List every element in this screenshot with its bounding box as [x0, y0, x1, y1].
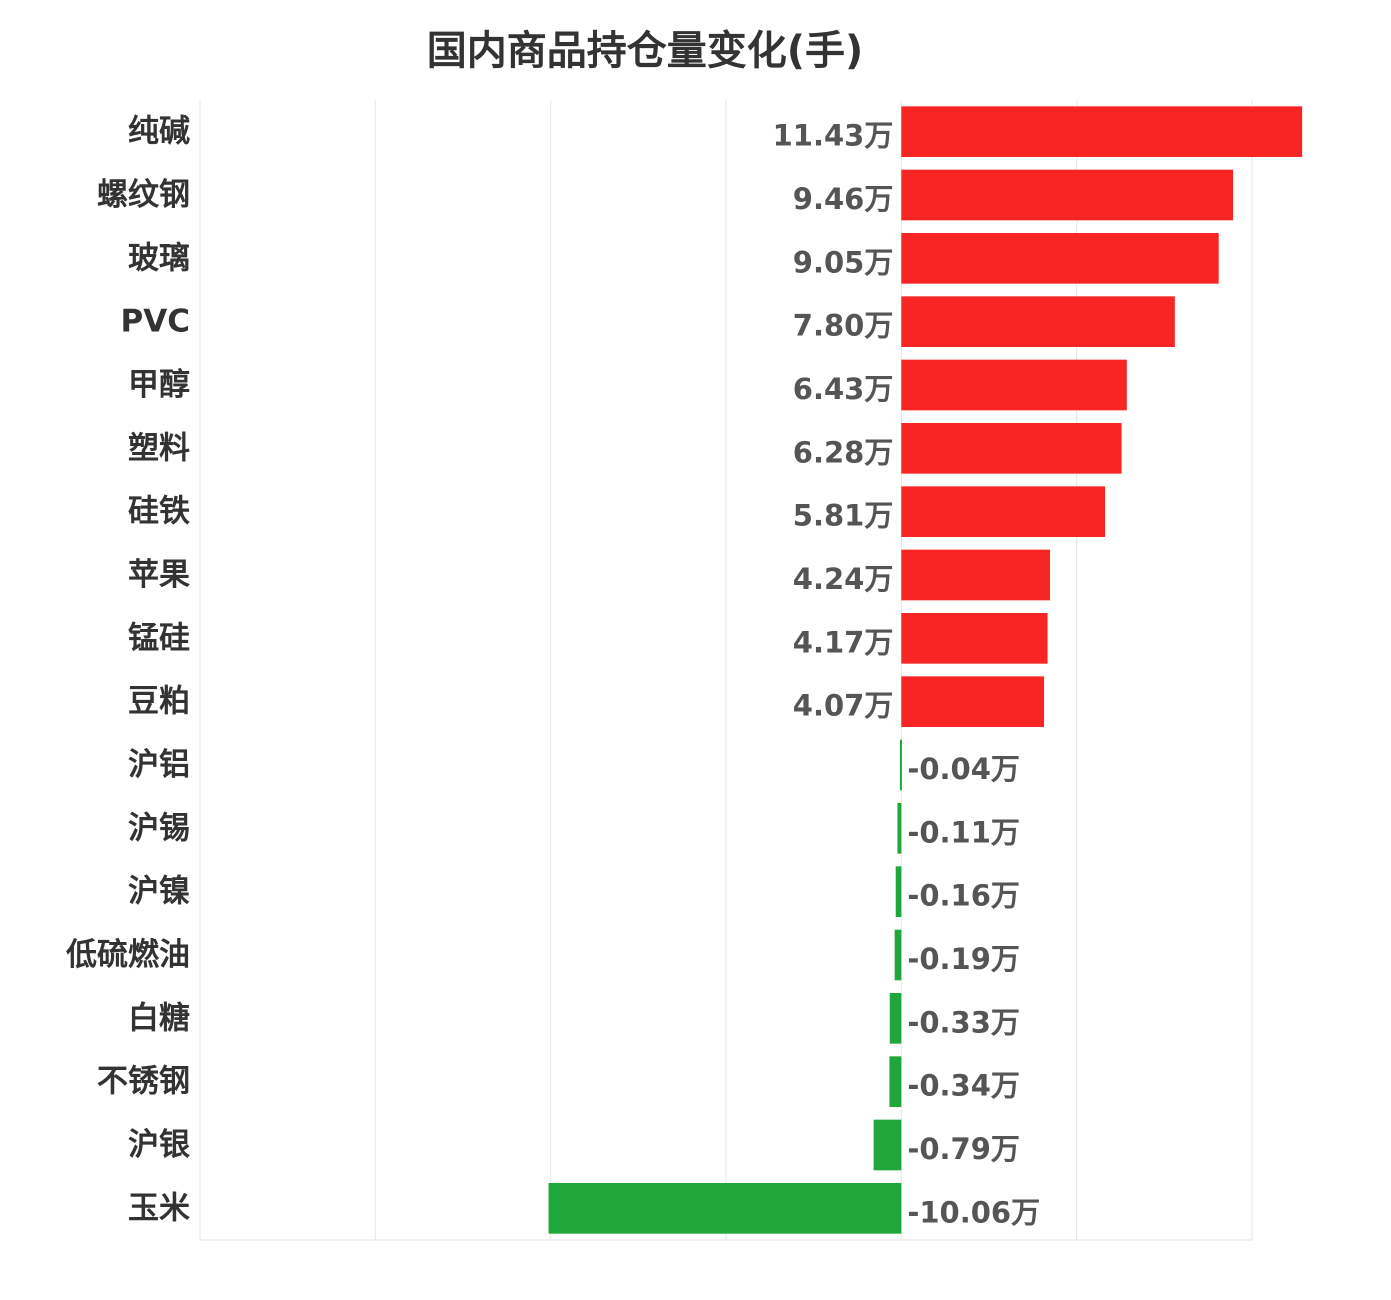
category-label: 玻璃: [128, 240, 190, 276]
bar: [873, 1119, 902, 1171]
value-label: 5.81万: [793, 499, 894, 533]
category-label: 玉米: [128, 1190, 190, 1226]
value-label: 6.28万: [793, 435, 894, 469]
category-label: 沪银: [128, 1127, 190, 1163]
value-label: 7.80万: [793, 309, 894, 343]
value-label: 11.43万: [773, 119, 894, 153]
value-labels: 11.43万 9.46万 9.05万 7.80万 6.43万 6.28万 5.81万 4.24…: [773, 119, 1041, 1230]
category-label: 低硫燃油: [65, 937, 190, 973]
grid-lines: [199, 100, 1253, 1241]
bar: [889, 1056, 902, 1107]
bar: [901, 169, 1234, 221]
category-label: 苹果: [128, 557, 190, 593]
value-label: 4.07万: [793, 689, 894, 723]
bar: [895, 866, 902, 917]
bar: [901, 676, 1045, 727]
value-label: -0.16万: [907, 879, 1020, 913]
value-label: -0.33万: [907, 1005, 1020, 1039]
category-label: 甲醇: [128, 367, 190, 403]
bars: [548, 106, 1303, 1234]
category-label: 豆粕: [128, 684, 190, 720]
bar: [901, 486, 1106, 537]
category-label: 锰硅: [128, 620, 190, 656]
category-label: 硅铁: [128, 494, 190, 530]
bar: [901, 233, 1219, 284]
value-label: 9.05万: [793, 245, 894, 279]
category-label: 塑料: [128, 430, 190, 466]
value-label: -0.19万: [907, 942, 1020, 976]
bar: [901, 106, 1303, 157]
bar: [901, 549, 1051, 601]
bar: [899, 739, 902, 791]
value-label: -10.06万: [907, 1195, 1040, 1229]
value-label: 6.43万: [793, 372, 894, 406]
category-label: 沪锡: [128, 810, 190, 846]
value-label: -0.04万: [907, 752, 1020, 786]
chart-title: 国内商品持仓量变化(手): [426, 28, 864, 74]
value-label: -0.79万: [907, 1132, 1020, 1166]
category-label: 纯碱: [128, 114, 190, 150]
category-label: 沪镍: [128, 874, 190, 910]
bar: [901, 613, 1048, 664]
category-label: 白糖: [128, 1000, 190, 1036]
value-label: 9.46万: [793, 182, 894, 216]
value-label: 4.17万: [793, 625, 894, 659]
bar: [901, 359, 1127, 411]
category-label: 沪铝: [128, 747, 190, 783]
bar: [548, 1183, 902, 1234]
bar: [897, 803, 902, 854]
value-label: 4.24万: [793, 562, 894, 596]
category-label: 螺纹钢: [97, 177, 190, 213]
bar: [901, 423, 1122, 474]
bar: [901, 296, 1175, 347]
value-label: -0.11万: [907, 815, 1020, 849]
bar: [889, 993, 902, 1044]
value-label: -0.34万: [907, 1069, 1020, 1103]
category-label: 不锈钢: [97, 1064, 190, 1100]
category-label: PVC: [121, 304, 190, 340]
bar: [894, 929, 902, 981]
